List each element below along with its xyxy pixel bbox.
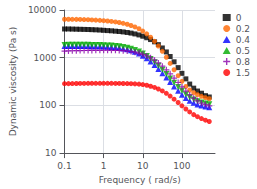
svg-text:1: 1 — [101, 161, 107, 171]
svg-text:10: 10 — [45, 148, 57, 158]
svg-text:0.1: 0.1 — [57, 161, 71, 171]
svg-text:Frequency ( rad/s): Frequency ( rad/s) — [99, 175, 181, 185]
svg-text:0.4: 0.4 — [236, 35, 251, 45]
svg-text:10: 10 — [137, 161, 149, 171]
svg-text:Dynamic viscosity (Pa s): Dynamic viscosity (Pa s) — [8, 27, 18, 137]
svg-text:0: 0 — [236, 13, 242, 23]
svg-text:0.8: 0.8 — [236, 57, 251, 67]
svg-text:0.5: 0.5 — [236, 46, 250, 56]
svg-text:10000: 10000 — [28, 5, 57, 15]
svg-text:1.5: 1.5 — [236, 68, 250, 78]
svg-text:1000: 1000 — [34, 53, 57, 63]
svg-text:0.2: 0.2 — [236, 24, 250, 34]
svg-text:100: 100 — [173, 161, 190, 171]
svg-text:100: 100 — [39, 100, 56, 110]
